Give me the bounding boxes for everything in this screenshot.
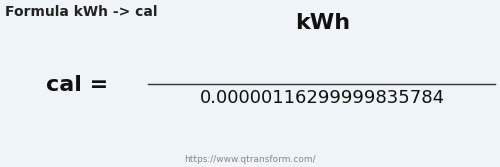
Text: 0.00000116299999835784: 0.00000116299999835784 <box>200 89 445 107</box>
Text: cal =: cal = <box>46 75 108 95</box>
Text: Formula kWh -> cal: Formula kWh -> cal <box>5 5 158 19</box>
Text: https://www.qtransform.com/: https://www.qtransform.com/ <box>184 155 316 164</box>
Text: kWh: kWh <box>295 13 350 33</box>
